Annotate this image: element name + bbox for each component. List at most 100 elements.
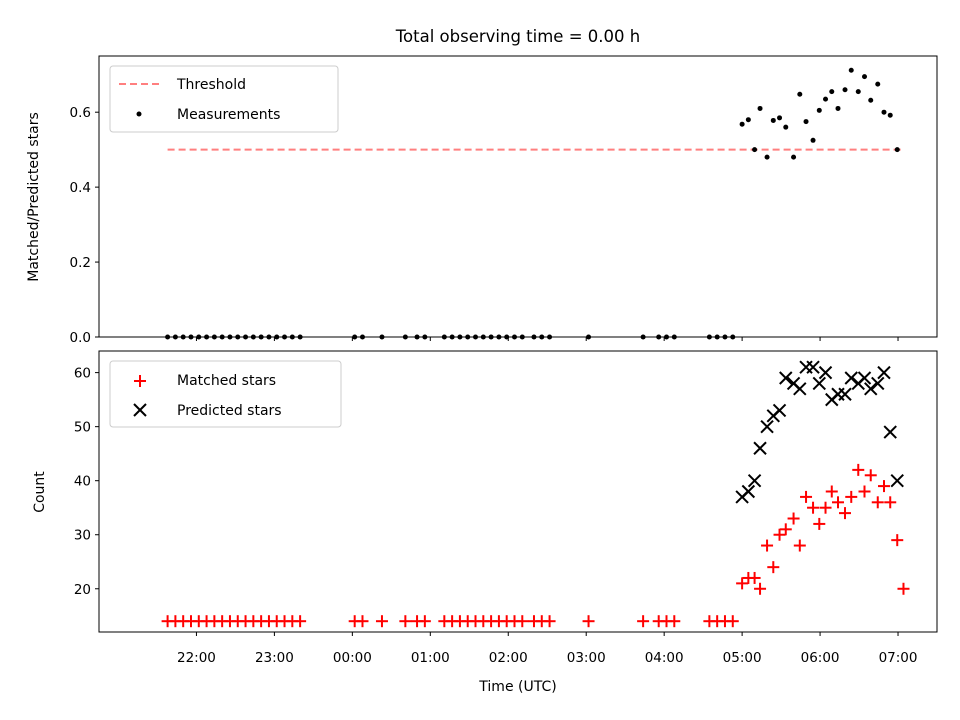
- matched-star-point: [825, 485, 838, 498]
- matched-star-point: [807, 501, 820, 514]
- matched-star-point: [779, 523, 792, 536]
- measurement-point: [757, 105, 763, 111]
- measurement-point: [777, 115, 783, 121]
- predicted-star-point: [871, 376, 885, 391]
- x-tick-label: 00:00: [333, 650, 372, 666]
- measurement-point: [881, 109, 887, 115]
- predicted-star-point: [818, 365, 833, 380]
- measurement-point: [848, 67, 854, 73]
- bottom-x-ticks: 22:00 23:00 00:00 01:00 02:00 03:00 04:00 05:00…: [177, 632, 917, 666]
- matched-star-point: [726, 615, 739, 628]
- matched-star-point: [819, 501, 832, 514]
- x-tick-label: 05:00: [723, 650, 762, 666]
- matched-star-point: [845, 490, 858, 503]
- y-tick-label: 0.0: [70, 330, 91, 346]
- matched-star-point: [773, 528, 786, 541]
- y-tick-label: 30: [74, 528, 91, 544]
- chart-title: Total observing time = 0.00 h: [395, 27, 640, 46]
- predicted-star-point: [772, 403, 787, 418]
- predicted-star-point: [838, 387, 852, 401]
- legend-matched-swatch: [134, 375, 146, 387]
- matched-star-point: [754, 582, 767, 595]
- matched-star-point: [736, 577, 749, 590]
- bottom-legend-box: [109, 360, 342, 428]
- predicted-star-point: [844, 371, 858, 385]
- top-axes-frame: [98, 55, 938, 338]
- x-tick-label: 03:00: [567, 650, 606, 666]
- x-axis-label: Time (UTC): [478, 679, 556, 695]
- matched-star-point: [852, 463, 865, 476]
- top-y-ticks: 0.0 0.2 0.4 0.6: [70, 105, 99, 346]
- x-tick-label: 23:00: [255, 650, 294, 666]
- measurement-point: [855, 89, 861, 95]
- bottom-data-layer: [161, 360, 910, 628]
- matched-star-point: [800, 490, 813, 503]
- predicted-star-point: [806, 360, 820, 374]
- measurement-point: [862, 74, 868, 80]
- predicted-star-point: [793, 382, 807, 396]
- matched-star-point: [294, 615, 307, 628]
- matched-star-point: [767, 561, 780, 574]
- matched-star-point: [356, 615, 369, 628]
- matched-star-point: [787, 512, 800, 525]
- legend-threshold-label: Threshold: [176, 77, 246, 93]
- predicted-star-point: [760, 419, 774, 434]
- measurement-point: [875, 81, 881, 87]
- matched-star-point: [375, 615, 388, 628]
- y-tick-label: 0.6: [70, 105, 91, 121]
- matched-star-point: [793, 539, 806, 552]
- matched-star-point: [399, 615, 412, 628]
- matched-star-point: [516, 615, 529, 628]
- measurement-point: [842, 87, 848, 93]
- top-legend: Threshold Measurements: [109, 65, 339, 133]
- predicted-star-point: [883, 425, 897, 439]
- measurement-point: [894, 147, 900, 153]
- predicted-star-point: [747, 473, 762, 488]
- matched-star-point: [897, 582, 910, 595]
- matched-star-point: [761, 539, 774, 552]
- bottom-y-axis-label: Count: [32, 471, 48, 513]
- predicted-star-point: [741, 484, 756, 499]
- matched-star-point: [748, 571, 761, 584]
- predicted-star-point: [890, 473, 904, 488]
- top-y-axis-label: Matched/Predicted stars: [26, 112, 42, 282]
- measurement-point: [816, 107, 822, 113]
- measurement-point: [803, 119, 809, 125]
- measurement-point: [829, 89, 835, 95]
- y-tick-label: 40: [74, 474, 91, 490]
- top-x-ticks: [195, 337, 899, 341]
- predicted-star-point: [779, 371, 793, 385]
- predicted-star-point: [753, 441, 767, 455]
- measurement-point: [745, 117, 751, 123]
- matched-star-point: [891, 534, 904, 547]
- legend-measurements-label: Measurements: [177, 107, 280, 123]
- predicted-star-point: [812, 376, 826, 391]
- measurement-point: [783, 124, 789, 130]
- y-tick-label: 60: [74, 366, 91, 382]
- measurement-point: [770, 117, 776, 123]
- predicted-star-point: [857, 371, 872, 385]
- measurement-point: [791, 154, 797, 160]
- top-legend-box: [109, 65, 339, 133]
- measurement-point: [868, 97, 874, 103]
- matched-star-point: [839, 507, 852, 520]
- measurement-point: [797, 91, 803, 97]
- panel-top: 0.0 0.2 0.4 0.6 Matched/Predicted stars Thr…: [26, 55, 938, 346]
- matched-star-point: [884, 496, 897, 509]
- x-tick-label: 02:00: [489, 650, 528, 666]
- matched-star-point: [877, 480, 890, 493]
- matched-star-point: [813, 517, 826, 530]
- matched-star-point: [858, 485, 871, 498]
- predicted-star-point: [864, 382, 878, 396]
- measurement-point: [823, 96, 829, 102]
- matched-star-point: [668, 615, 681, 628]
- x-tick-label: 01:00: [411, 650, 450, 666]
- panel-bottom: 20 30 40 50 60 22:00 23:00 00:00 01:00 02:00 03:0…: [32, 350, 938, 695]
- matched-star-point: [864, 469, 877, 482]
- x-tick-label: 06:00: [801, 650, 840, 666]
- measurement-point: [739, 121, 745, 127]
- matched-star-point: [637, 615, 650, 628]
- matched-star-point: [871, 496, 884, 509]
- legend-predicted-swatch: [133, 403, 147, 417]
